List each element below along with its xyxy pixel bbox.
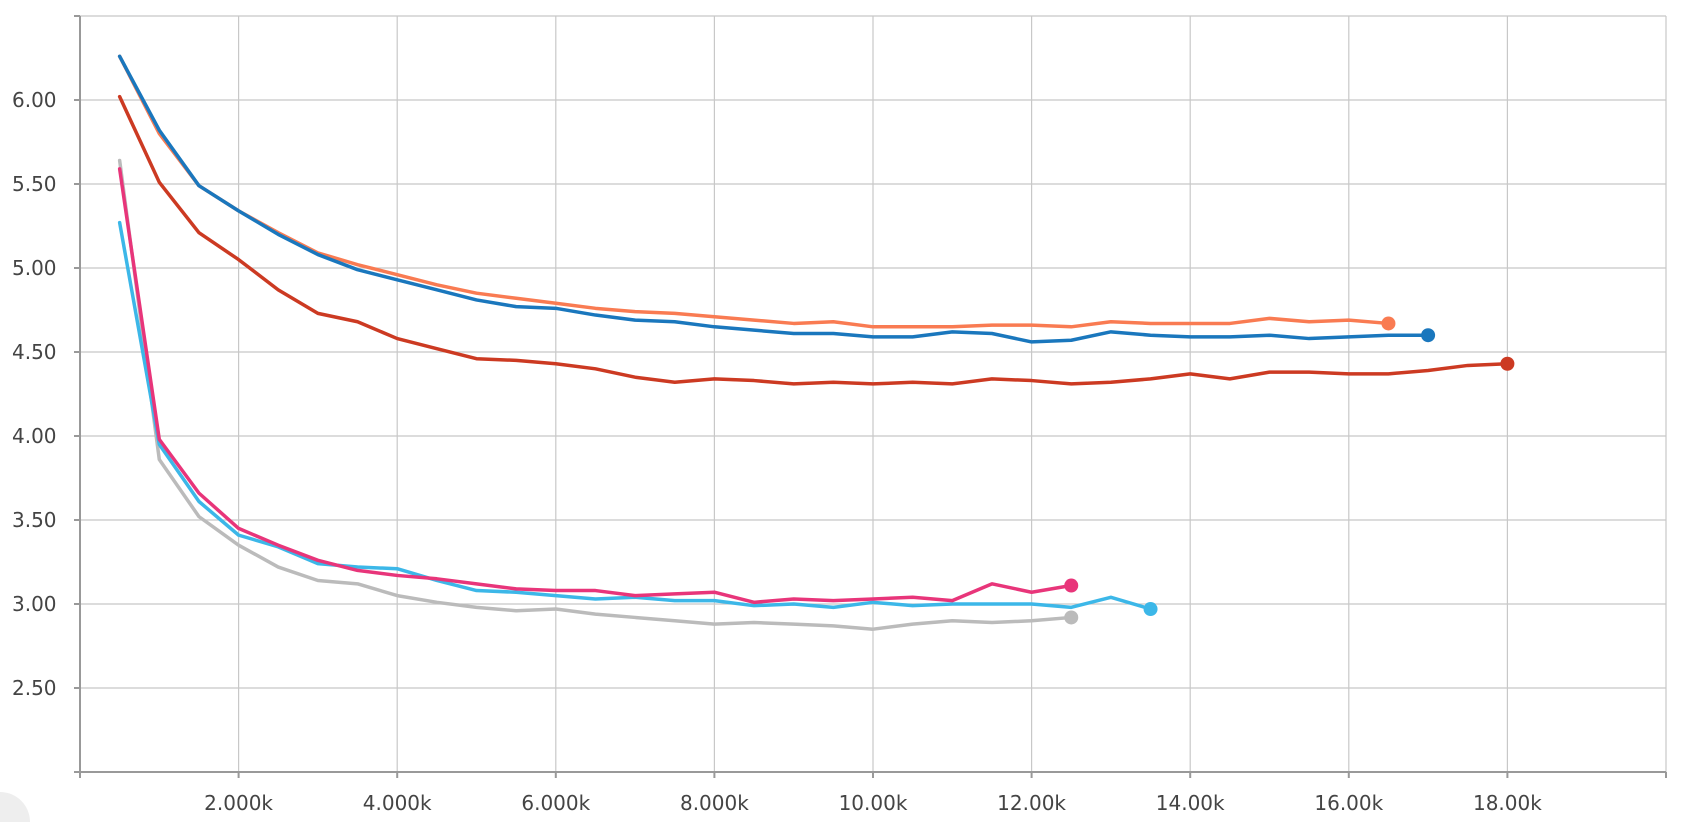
y-tick-label: 6.00 (12, 88, 57, 112)
series-end-point-5[interactable] (1064, 578, 1079, 593)
x-tick-label: 12.00k (997, 791, 1066, 815)
x-tick-label: 14.00k (1156, 791, 1225, 815)
series-end-point-1[interactable] (1421, 328, 1436, 343)
y-tick-label: 3.50 (12, 508, 57, 532)
tick-label-layer: 2.50 3.00 3.50 4.00 4.50 5.00 5.50 6.00 2.000k 4.… (12, 88, 1542, 815)
x-tick-label: 18.00k (1473, 791, 1542, 815)
y-tick-label: 4.00 (12, 424, 57, 448)
series-line-1 (117, 54, 1430, 344)
y-tick-label: 2.50 (12, 676, 57, 700)
x-tick-label: 8.000k (680, 791, 749, 815)
y-tick-label: 5.50 (12, 172, 57, 196)
x-tick-label: 16.00k (1314, 791, 1383, 815)
series-line-4 (117, 220, 1153, 611)
series-end-point-4[interactable] (1143, 602, 1158, 617)
grid-layer (80, 15, 1667, 772)
axis-layer (74, 15, 1667, 778)
series-line-3 (117, 158, 1073, 631)
y-tick-label: 3.00 (12, 592, 57, 616)
x-tick-label: 6.000k (521, 791, 590, 815)
series-line-2 (117, 94, 1510, 386)
x-tick-label: 4.000k (363, 791, 432, 815)
series-line-5 (117, 167, 1073, 605)
series-end-point-3[interactable] (1064, 610, 1079, 625)
series-end-point-2[interactable] (1500, 356, 1515, 371)
x-tick-label: 10.00k (839, 791, 908, 815)
y-tick-label: 5.00 (12, 256, 57, 280)
series-line-0 (117, 54, 1391, 329)
x-tick-label: 2.000k (204, 791, 273, 815)
series-layer (117, 54, 1515, 631)
series-end-point-0[interactable] (1381, 316, 1396, 331)
corner-fragment (0, 792, 30, 822)
y-tick-label: 4.50 (12, 340, 57, 364)
